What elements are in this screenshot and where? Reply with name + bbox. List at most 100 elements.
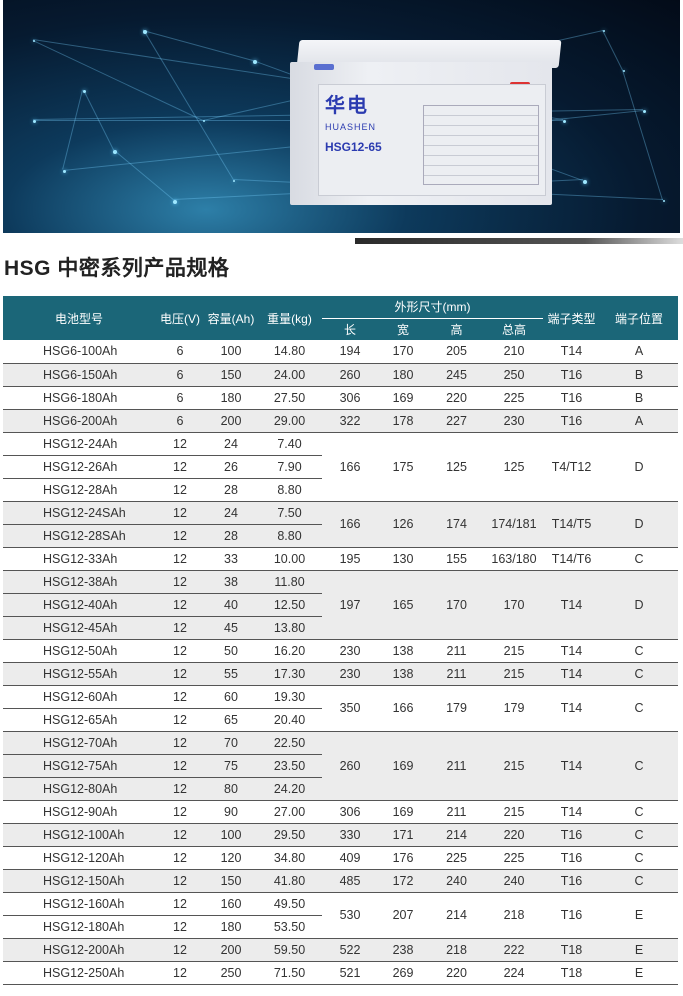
cell-terminal-type: T16 xyxy=(543,409,600,433)
cell-total-height: 225 xyxy=(485,846,543,870)
star-dot xyxy=(663,200,665,202)
table-row: HSG12-50Ah 12 50 16.20 230 138 211 215 T14 C xyxy=(3,639,678,663)
cell-capacity: 65 xyxy=(205,708,257,732)
cell-terminal-type: T16 xyxy=(543,823,600,847)
cell-model: HSG12-180Ah xyxy=(3,915,155,939)
cell-width: 138 xyxy=(378,639,428,663)
cell-terminal-position: C xyxy=(600,639,678,663)
battery-model-label: HSG12-65 xyxy=(325,140,382,154)
star-dot xyxy=(143,30,147,34)
cell-capacity: 100 xyxy=(205,340,257,364)
cell-weight: 19.30 xyxy=(257,685,322,709)
cell-weight: 49.50 xyxy=(257,892,322,916)
cell-model: HSG6-100Ah xyxy=(3,340,155,364)
table-row: HSG12-60Ah 12 60 19.30 350 166 179 179 T14 C xyxy=(3,685,678,732)
cell-length: 330 xyxy=(322,823,378,847)
star-dot xyxy=(83,90,86,93)
cell-voltage: 12 xyxy=(155,685,205,709)
cell-total-height: 224 xyxy=(485,961,543,985)
cell-width: 175 xyxy=(378,432,428,502)
page-title: HSG 中密系列产品规格 xyxy=(4,257,230,280)
cell-voltage: 12 xyxy=(155,915,205,939)
cell-height: 227 xyxy=(428,409,485,433)
table-row: HSG12-70Ah 12 70 22.50 260 169 211 215 T14 C xyxy=(3,731,678,801)
cell-total-height: 174/181 xyxy=(485,501,543,548)
cell-width: 176 xyxy=(378,846,428,870)
cell-total-height: 215 xyxy=(485,731,543,801)
cell-terminal-position: C xyxy=(600,869,678,893)
cell-height: 211 xyxy=(428,800,485,824)
cell-terminal-type: T18 xyxy=(543,961,600,985)
cell-length: 197 xyxy=(322,570,378,640)
cell-weight: 14.80 xyxy=(257,340,322,364)
table-row: HSG12-55Ah 12 55 17.30 230 138 211 215 T14 C xyxy=(3,662,678,686)
cell-terminal-position: B xyxy=(600,386,678,410)
cell-weight: 22.50 xyxy=(257,731,322,755)
cell-width: 169 xyxy=(378,386,428,410)
brand-logo-sub: HUASHEN xyxy=(325,122,377,132)
cell-terminal-position: C xyxy=(600,547,678,571)
cell-terminal-position: A xyxy=(600,409,678,433)
cell-terminal-position: C xyxy=(600,662,678,686)
header-weight: 重量(kg) xyxy=(257,296,322,340)
table-row: HSG12-28Ah 12 28 8.80 xyxy=(3,478,678,502)
header-capacity: 容量(Ah) xyxy=(205,296,257,340)
table-row: HSG12-24Ah 12 24 7.40 166 175 125 125 T4/T12 D xyxy=(3,432,678,502)
cell-model: HSG12-33Ah xyxy=(3,547,155,571)
header-total-height: 总高 xyxy=(485,318,543,340)
cell-total-height: 230 xyxy=(485,409,543,433)
cell-model: HSG6-200Ah xyxy=(3,409,155,433)
star-dot xyxy=(173,200,177,204)
cell-capacity: 200 xyxy=(205,938,257,962)
cell-terminal-type: T14/T5 xyxy=(543,501,600,548)
cell-width: 180 xyxy=(378,363,428,387)
cell-height: 125 xyxy=(428,432,485,502)
star-dot xyxy=(253,60,257,64)
cell-total-height: 220 xyxy=(485,823,543,847)
battery-image: 华电 HUASHEN HSG12-65 xyxy=(290,40,562,205)
cell-length: 522 xyxy=(322,938,378,962)
table-row: HSG12-45Ah 12 45 13.80 xyxy=(3,616,678,640)
cell-terminal-type: T16 xyxy=(543,363,600,387)
table-row: HSG6-180Ah 6 180 27.50 306 169 220 225 T16 B xyxy=(3,386,678,410)
cell-total-height: 163/180 xyxy=(485,547,543,571)
cell-voltage: 12 xyxy=(155,478,205,502)
cell-height: 174 xyxy=(428,501,485,548)
cell-terminal-type: T16 xyxy=(543,846,600,870)
cell-weight: 53.50 xyxy=(257,915,322,939)
star-dot xyxy=(63,170,66,173)
cell-capacity: 250 xyxy=(205,961,257,985)
cell-width: 207 xyxy=(378,892,428,939)
cell-height: 220 xyxy=(428,386,485,410)
cell-length: 409 xyxy=(322,846,378,870)
table-row: HSG12-38Ah 12 38 11.80 197 165 170 170 T14 D xyxy=(3,570,678,640)
cell-capacity: 160 xyxy=(205,892,257,916)
table-row: HSG12-180Ah 12 180 53.50 xyxy=(3,915,678,939)
table-row: HSG12-150Ah 12 150 41.80 485 172 240 240 T16 C xyxy=(3,869,678,893)
cell-voltage: 12 xyxy=(155,777,205,801)
cell-capacity: 90 xyxy=(205,800,257,824)
cell-capacity: 150 xyxy=(205,869,257,893)
cell-model: HSG12-70Ah xyxy=(3,731,155,755)
cell-voltage: 12 xyxy=(155,823,205,847)
cell-height: 240 xyxy=(428,869,485,893)
star-dot xyxy=(563,120,566,123)
cell-voltage: 6 xyxy=(155,386,205,410)
header-voltage: 电压(V) xyxy=(155,296,205,340)
product-banner: 华电 HUASHEN HSG12-65 xyxy=(3,0,680,233)
cell-height: 245 xyxy=(428,363,485,387)
network-line xyxy=(113,149,174,200)
cell-model: HSG12-40Ah xyxy=(3,593,155,617)
cell-total-height: 215 xyxy=(485,800,543,824)
network-line xyxy=(62,89,83,170)
cell-model: HSG12-250Ah xyxy=(3,961,155,985)
cell-capacity: 38 xyxy=(205,570,257,594)
star-dot xyxy=(203,120,205,122)
cell-weight: 27.00 xyxy=(257,800,322,824)
cell-terminal-type: T14 xyxy=(543,800,600,824)
cell-voltage: 12 xyxy=(155,800,205,824)
cell-terminal-position: C xyxy=(600,731,678,801)
cell-width: 126 xyxy=(378,501,428,548)
cell-model: HSG12-28Ah xyxy=(3,478,155,502)
star-dot xyxy=(623,70,625,72)
